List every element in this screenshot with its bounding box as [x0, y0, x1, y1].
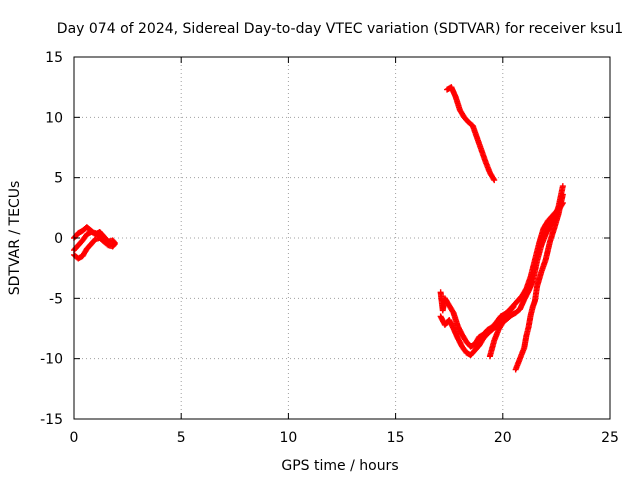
x-tick-label: 25: [601, 430, 619, 446]
data-point: [489, 174, 496, 181]
data-point: [542, 258, 549, 265]
data-point: [559, 192, 566, 199]
data-point: [103, 240, 110, 247]
data-point: [483, 332, 490, 339]
data-point: [110, 242, 117, 249]
data-point: [459, 111, 466, 118]
data-point: [82, 248, 89, 255]
y-tick-label: 15: [45, 50, 63, 66]
data-point: [490, 338, 497, 345]
chart-title: Day 074 of 2024, Sidereal Day-to-day VTE…: [57, 21, 623, 37]
data-point: [467, 120, 474, 127]
grid: [74, 57, 610, 419]
y-tick-label: 5: [54, 171, 63, 187]
y-tick-label: -5: [49, 291, 63, 307]
data-point: [490, 175, 497, 182]
data-point: [479, 337, 486, 344]
data-point: [538, 243, 545, 250]
data-point: [98, 236, 105, 243]
data-point: [444, 300, 451, 307]
data-point: [449, 307, 456, 314]
x-tick-label: 0: [70, 430, 79, 446]
x-tick-label: 15: [387, 430, 405, 446]
data-point: [474, 336, 481, 343]
y-tick-label: 10: [45, 110, 63, 126]
data-point: [543, 220, 550, 227]
x-tick-label: 5: [177, 430, 186, 446]
x-tick-label: 10: [279, 430, 297, 446]
y-tick-label: -10: [40, 352, 63, 368]
data-point: [77, 239, 84, 246]
y-tick-label: 0: [54, 231, 63, 247]
x-axis: 0 5 10 15 20 25: [70, 57, 619, 446]
data-point: [508, 305, 515, 312]
x-axis-label: GPS time / hours: [281, 458, 398, 474]
data-point: [498, 321, 505, 328]
data-point: [491, 324, 498, 331]
data-point: [546, 240, 553, 247]
y-axis-label: SDTVAR / TECUs: [7, 181, 23, 296]
data-point: [506, 314, 513, 321]
data-point: [82, 233, 89, 240]
data-point: [463, 117, 470, 124]
y-axis: -15 -10 -5 0 5 10 15: [40, 50, 610, 428]
data-point: [559, 184, 566, 191]
data-point: [516, 357, 523, 364]
data-point: [474, 344, 481, 351]
x-tick-label: 20: [494, 430, 512, 446]
data-point: [509, 304, 516, 311]
data-point: [461, 347, 468, 354]
data-point: [461, 336, 468, 343]
data-point: [514, 308, 521, 315]
data-point: [501, 317, 508, 324]
data-point: [486, 328, 493, 335]
data-point: [95, 231, 102, 238]
data-point: [90, 238, 97, 245]
y-tick-label: -15: [40, 412, 63, 428]
data-points: [71, 84, 566, 373]
data-point: [111, 241, 118, 248]
